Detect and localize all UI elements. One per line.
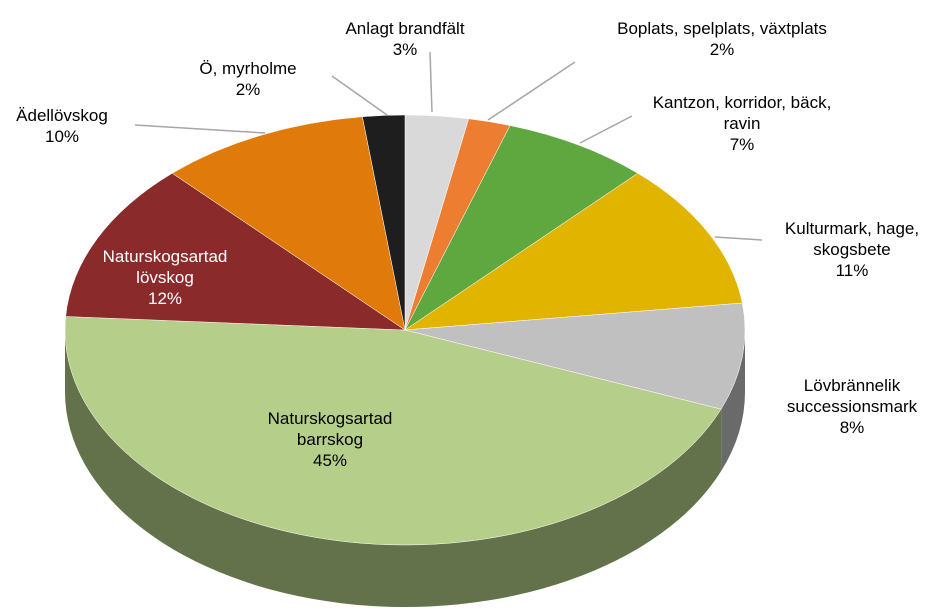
value-label: 45% <box>312 451 348 470</box>
category-label: Naturskogsartad barrskog <box>267 409 393 449</box>
slice <box>404 172 743 331</box>
category-label: Boplats, spelplats, växtplats <box>617 19 827 38</box>
value-label: 2% <box>709 40 735 59</box>
leader-line <box>579 115 633 144</box>
value-label: 2% <box>235 80 261 99</box>
slice <box>171 116 406 331</box>
slice <box>404 302 746 410</box>
data-label: Kantzon, korridor, bäck, ravin 7% <box>647 92 837 155</box>
value-label: 8% <box>839 418 865 437</box>
slice-side <box>65 330 722 608</box>
slice-side <box>721 330 745 472</box>
slice <box>404 125 639 331</box>
leader-line <box>714 236 763 241</box>
leader-line <box>429 51 433 113</box>
value-label: 7% <box>729 135 755 154</box>
data-label: Anlagt brandfält 3% <box>305 18 505 60</box>
data-label: Boplats, spelplats, växtplats 2% <box>572 18 872 60</box>
slice <box>64 316 722 546</box>
category-label: Naturskogsartad lövskog <box>102 247 228 287</box>
data-label: Naturskogsartad lövskog 12% <box>90 246 240 309</box>
category-label: Ö, myrholme <box>199 59 297 78</box>
data-label: Lövbrännelik successionsmark 8% <box>767 375 937 438</box>
category-label: Anlagt brandfält <box>345 19 465 38</box>
data-label: Naturskogsartad barrskog 45% <box>245 408 415 471</box>
data-label: Ädellövskog 10% <box>2 105 122 147</box>
leader-line <box>487 61 576 121</box>
slice <box>65 172 406 331</box>
value-label: 11% <box>835 261 869 280</box>
category-label: Ädellövskog <box>16 106 108 125</box>
value-label: 3% <box>392 40 418 59</box>
value-label: 10% <box>44 127 80 146</box>
category-label: Lövbrännelik successionsmark <box>786 376 918 416</box>
category-label: Kantzon, korridor, bäck, ravin <box>652 93 832 133</box>
category-label: Kulturmark, hage, skogsbete <box>784 219 920 259</box>
slice <box>362 114 406 331</box>
data-label: Ö, myrholme 2% <box>173 58 323 100</box>
leader-line <box>331 75 388 116</box>
leader-line <box>134 124 266 134</box>
data-label: Kulturmark, hage, skogsbete 11% <box>762 218 942 281</box>
value-label: 12% <box>147 289 183 308</box>
